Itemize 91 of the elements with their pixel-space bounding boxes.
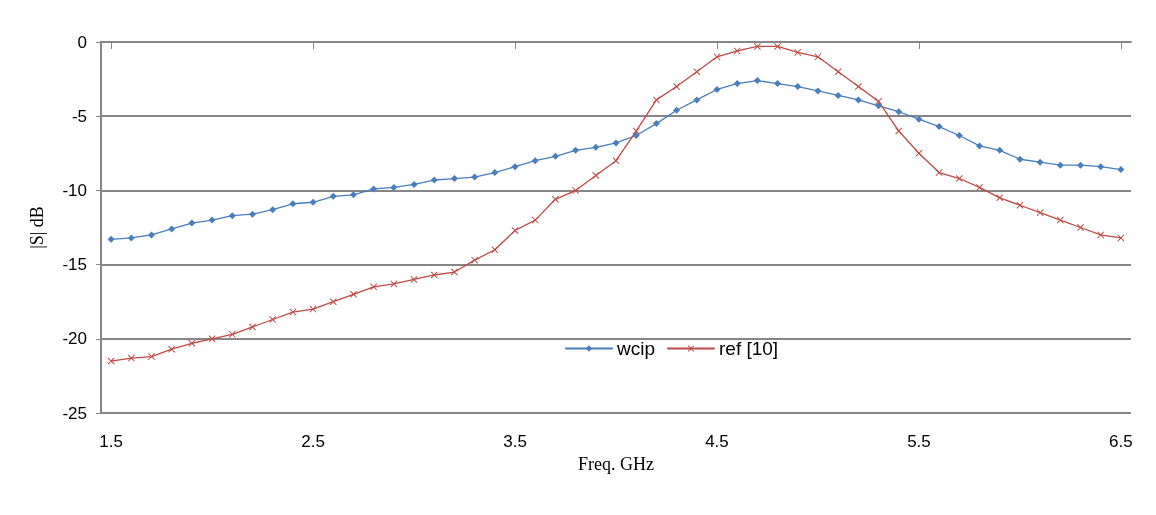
point xyxy=(652,96,660,104)
point xyxy=(1097,163,1105,171)
point xyxy=(693,96,701,104)
point xyxy=(632,131,640,139)
point xyxy=(168,225,176,233)
x-tick-label: 4.5 xyxy=(705,432,729,451)
point xyxy=(228,212,236,220)
point xyxy=(309,198,317,206)
point xyxy=(168,345,176,353)
point xyxy=(471,173,479,181)
point xyxy=(147,231,155,239)
legend-label: wcip xyxy=(616,338,656,359)
point xyxy=(915,115,923,123)
point xyxy=(188,339,196,347)
y-tick-label: -5 xyxy=(71,106,87,126)
point xyxy=(107,235,115,243)
y-tick-label: -20 xyxy=(62,329,87,349)
point xyxy=(1097,231,1105,239)
point xyxy=(673,106,681,114)
point xyxy=(572,146,580,154)
point xyxy=(370,185,378,193)
point xyxy=(1056,161,1064,169)
point xyxy=(592,143,600,151)
point xyxy=(1016,155,1024,163)
point xyxy=(329,192,337,200)
point xyxy=(410,180,418,188)
point xyxy=(875,102,883,110)
point xyxy=(814,87,822,95)
point xyxy=(228,330,236,338)
point xyxy=(188,219,196,227)
point xyxy=(794,48,802,56)
point xyxy=(511,163,519,171)
point xyxy=(1016,201,1024,209)
point xyxy=(854,96,862,104)
point xyxy=(955,131,963,139)
point xyxy=(915,149,923,157)
point xyxy=(733,80,741,88)
point xyxy=(1117,166,1125,174)
point xyxy=(127,234,135,242)
point xyxy=(248,323,256,331)
point xyxy=(551,152,559,160)
point xyxy=(208,216,216,224)
point xyxy=(511,226,519,234)
point xyxy=(127,354,135,362)
point xyxy=(592,172,600,180)
x-tick-label: 6.5 xyxy=(1109,432,1133,451)
point xyxy=(491,246,499,254)
point xyxy=(895,108,903,116)
point xyxy=(1036,158,1044,166)
point xyxy=(430,176,438,184)
point xyxy=(471,256,479,264)
point xyxy=(996,146,1004,154)
point xyxy=(329,298,337,306)
point xyxy=(935,123,943,131)
point xyxy=(1036,209,1044,217)
point xyxy=(794,83,802,91)
point xyxy=(1056,216,1064,224)
point xyxy=(713,85,721,93)
point xyxy=(491,169,499,177)
x-tick-label: 5.5 xyxy=(907,432,931,451)
point xyxy=(269,206,277,214)
point xyxy=(248,210,256,218)
point xyxy=(935,169,943,177)
y-tick-label: -15 xyxy=(62,255,87,275)
x-tick-label: 2.5 xyxy=(301,432,325,451)
point xyxy=(834,68,842,76)
point xyxy=(370,283,378,291)
point xyxy=(1077,161,1085,169)
point xyxy=(390,183,398,191)
point xyxy=(289,200,297,208)
point xyxy=(652,120,660,128)
x-axis-title: Freq. GHz xyxy=(578,454,654,474)
x-tick-label: 1.5 xyxy=(99,432,123,451)
point xyxy=(612,139,620,147)
y-tick-label: -25 xyxy=(62,403,87,423)
point xyxy=(976,142,984,150)
point xyxy=(996,194,1004,202)
point xyxy=(753,77,761,85)
legend-label: ref [10] xyxy=(719,338,779,359)
point xyxy=(531,157,539,165)
point xyxy=(834,91,842,99)
point xyxy=(693,68,701,76)
point xyxy=(774,80,782,88)
y-tick-label: 0 xyxy=(77,32,87,52)
y-tick-label: -10 xyxy=(62,180,87,200)
point xyxy=(410,275,418,283)
y-axis-title: |S| dB xyxy=(27,206,47,249)
point xyxy=(450,175,458,183)
point xyxy=(349,191,357,199)
point xyxy=(450,268,458,276)
x-tick-label: 3.5 xyxy=(503,432,527,451)
